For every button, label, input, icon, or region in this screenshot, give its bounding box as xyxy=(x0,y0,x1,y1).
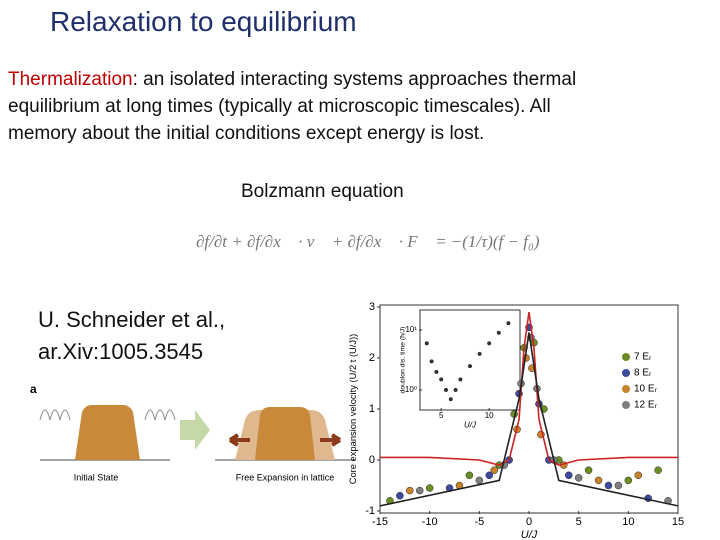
lattice-wave xyxy=(39,409,176,421)
point xyxy=(487,341,492,346)
x-tick-label: 5 xyxy=(576,516,582,528)
point xyxy=(506,321,511,326)
arrow xyxy=(180,410,210,450)
point xyxy=(496,330,501,335)
legend-label: 10 Eᵣ xyxy=(634,384,658,395)
point xyxy=(584,466,593,474)
point xyxy=(415,486,424,495)
cloud xyxy=(255,407,315,460)
inset-frame xyxy=(419,309,521,411)
point xyxy=(424,341,429,346)
citation: U. Schneider et al., ar.Xiv:1005.3545 xyxy=(38,304,225,368)
x-tick-label: -15 xyxy=(372,516,388,528)
point xyxy=(458,377,463,382)
point xyxy=(475,476,484,485)
point xyxy=(406,486,414,495)
point xyxy=(564,471,573,480)
point xyxy=(434,369,439,374)
x-tick-label: -10 xyxy=(422,516,438,528)
point xyxy=(453,387,458,393)
y-tick-label: 1 xyxy=(369,403,375,415)
point xyxy=(574,474,583,482)
legend-label: 7 Eᵣ xyxy=(634,352,652,363)
point xyxy=(429,359,434,364)
y-tick-label: 0 xyxy=(369,454,375,466)
line: equilibrium at long times (typically at … xyxy=(8,96,551,117)
point xyxy=(485,471,494,480)
slide-title: Relaxation to equilibrium xyxy=(50,6,357,37)
y-tick-label: 10¹ xyxy=(405,325,417,334)
y-tick-label: 3 xyxy=(369,301,375,313)
point xyxy=(604,481,613,490)
y-axis-label: Core expansion velocity (U/2 t (U/J)) xyxy=(348,334,358,485)
point xyxy=(443,387,449,393)
equation: ∂f/∂t + ∂f/∂x⃗ · v⃗ + ∂f/∂x⃗ · F⃗ = −(1/… xyxy=(196,232,540,251)
x-tick-label: 15 xyxy=(672,516,684,528)
curve xyxy=(379,332,679,507)
line: memory about the initial conditions exce… xyxy=(8,123,485,144)
legend-marker xyxy=(622,369,630,377)
citation-line: U. Schneider et al., xyxy=(38,307,226,332)
legend-label: 12 Eᵣ xyxy=(634,400,658,411)
legend-marker xyxy=(622,353,630,361)
expansion-arrows xyxy=(228,433,342,447)
equation-caption: Bolzmann equation xyxy=(241,181,404,202)
point xyxy=(465,471,474,480)
point xyxy=(425,484,434,492)
curve xyxy=(380,311,678,466)
point xyxy=(439,377,444,382)
citation-line: ar.Xiv:1005.3545 xyxy=(38,339,204,364)
point xyxy=(396,491,404,500)
point xyxy=(490,466,498,474)
text: : an isolated interacting systems approa… xyxy=(132,69,577,90)
line: Thermalization: an isolated interacting … xyxy=(8,66,576,93)
x-tick-label: 10 xyxy=(622,516,634,528)
y-tick-label: 2 xyxy=(369,352,375,364)
legend-label: 8 Eᵣ xyxy=(634,368,652,379)
point xyxy=(448,397,453,402)
paragraph: Thermalization: an isolated interacting … xyxy=(8,66,576,147)
caption: Free Expansion in lattice xyxy=(236,472,335,482)
point xyxy=(477,351,482,356)
y-axis-label: doublon dis. time (ħ/J) xyxy=(400,327,407,394)
figure-a: a Initial State Free Expansion in lattic… xyxy=(30,382,355,482)
point xyxy=(614,481,623,490)
x-tick-label: 5 xyxy=(439,411,444,420)
y-tick-label: 10⁰ xyxy=(405,385,417,394)
point xyxy=(624,476,633,485)
panel-label: a xyxy=(30,382,37,396)
x-axis-label: U/J xyxy=(521,529,538,540)
point xyxy=(467,364,473,369)
x-tick-label: 0 xyxy=(526,516,532,528)
point xyxy=(654,466,662,474)
x-tick-label: 10 xyxy=(485,411,494,420)
x-axis-label: U/J xyxy=(464,421,477,430)
point xyxy=(594,476,603,485)
caption: Initial State xyxy=(74,472,119,482)
legend-marker xyxy=(622,401,630,409)
point xyxy=(634,471,643,480)
y-tick-label: -1 xyxy=(365,505,375,517)
legend-marker xyxy=(622,385,630,393)
cloud xyxy=(75,405,140,460)
x-tick-label: -5 xyxy=(474,516,484,528)
term: Thermalization xyxy=(8,69,133,90)
